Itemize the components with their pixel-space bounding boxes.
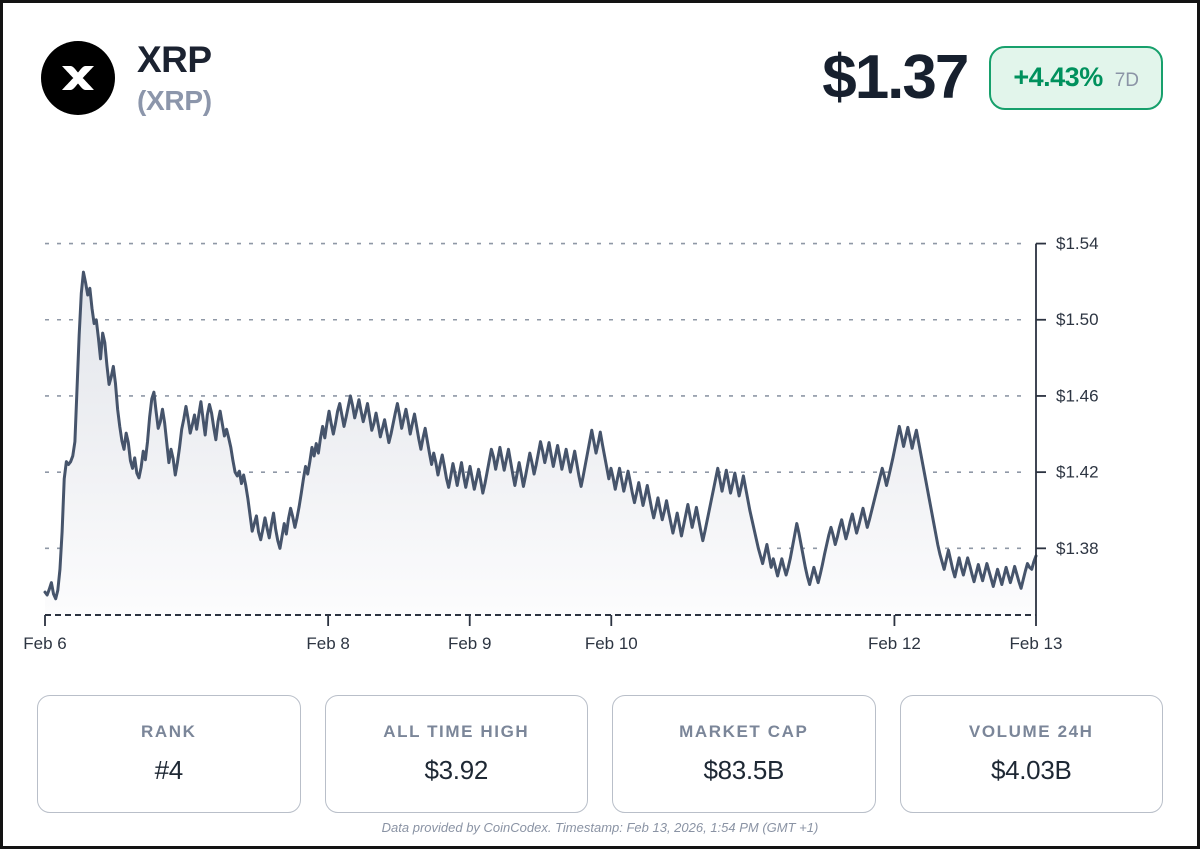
chart-line: [43, 270, 1038, 601]
x-axis-label: Feb 9: [448, 634, 491, 653]
price-change-range: 7D: [1114, 70, 1139, 91]
stat-card-volume-24h[interactable]: VOLUME 24H $4.03B: [899, 695, 1163, 813]
x-axis-label: Feb 8: [306, 634, 349, 653]
y-axis-label: $1.50: [1056, 310, 1099, 329]
data-source-footer: Data provided by CoinCodex. Timestamp: F…: [381, 820, 819, 835]
coin-symbol: (XRP): [137, 85, 212, 116]
coin-names: XRP (XRP): [137, 41, 212, 115]
x-axis-label: Feb 10: [585, 634, 638, 653]
price-change-percent: +4.43%: [1013, 62, 1103, 92]
x-axis-label: Feb 12: [868, 634, 921, 653]
current-price: $1.37: [822, 43, 969, 112]
x-axis-label: Feb 6: [23, 634, 66, 653]
price-change-badge[interactable]: +4.43% 7D: [989, 46, 1163, 110]
y-axis-label: $1.46: [1056, 386, 1099, 405]
coin-name: XRP: [137, 39, 212, 80]
y-axis-label: $1.38: [1056, 539, 1099, 558]
stat-card-rank[interactable]: RANK #4: [37, 695, 301, 813]
stat-card-row: RANK #4 ALL TIME HIGH $3.92 MARKET CAP $…: [37, 695, 1163, 813]
coin-brand: XRP (XRP): [41, 41, 212, 115]
price-chart-svg[interactable]: $1.54$1.50$1.46$1.42$1.38 Feb 6 Feb 8 Feb …: [3, 153, 1200, 663]
xrp-logo-icon: [41, 41, 115, 115]
price-chart[interactable]: $1.54 $1.50 $1.46 $1.42 $1.38 Feb 6 Feb 8 Feb …: [3, 153, 1200, 663]
stat-label: ALL TIME HIGH: [383, 722, 530, 741]
chart-x-axis: Feb 6 Feb 8 Feb 9 Feb 10 Feb 12 Feb 13: [23, 614, 1063, 653]
x-axis-label: Feb 13: [1010, 634, 1063, 653]
y-axis-label: $1.54: [1056, 234, 1099, 253]
stat-label: MARKET CAP: [679, 722, 809, 741]
stat-value: #4: [154, 755, 184, 785]
chart-y-axis: $1.54 $1.50 $1.46 $1.42 $1.38: [1035, 234, 1099, 615]
stat-label: VOLUME 24H: [968, 722, 1094, 741]
price-block: $1.37 +4.43% 7D: [822, 46, 1163, 110]
stat-card-all-time-high[interactable]: ALL TIME HIGH $3.92: [324, 695, 588, 813]
widget-header: XRP (XRP) $1.37 +4.43% 7D: [3, 3, 1197, 153]
stat-card-market-cap[interactable]: MARKET CAP $83.5B: [612, 695, 876, 813]
stat-label: RANK: [140, 722, 197, 741]
stat-value: $83.5B: [703, 755, 785, 785]
stat-value: $3.92: [424, 755, 489, 785]
stat-value: $4.03B: [990, 755, 1072, 785]
y-axis-label: $1.42: [1056, 463, 1099, 482]
